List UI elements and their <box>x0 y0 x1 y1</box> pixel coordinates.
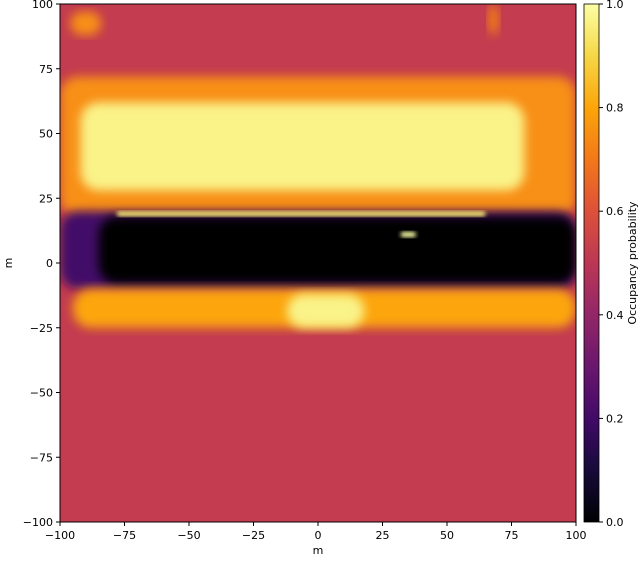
colorbar-tick-label: 0.8 <box>606 102 624 115</box>
y-axis-label: m <box>2 258 15 269</box>
colorbar <box>583 3 600 523</box>
x-tick-label: −100 <box>45 529 75 542</box>
colorbar-tick-label: 1.0 <box>606 0 624 11</box>
y-tick-label: 25 <box>39 192 53 205</box>
colorbar-label: Occupancy probability <box>626 201 639 325</box>
x-tick-label: 25 <box>376 529 390 542</box>
heatmap-region <box>80 102 525 191</box>
colorbar-tick-label: 0.6 <box>606 205 624 218</box>
y-tick-label: −75 <box>30 451 53 464</box>
heatmap-region <box>400 231 417 238</box>
y-tick-label: 50 <box>39 128 53 141</box>
heatmap-region <box>98 216 576 284</box>
x-tick-label: −25 <box>242 529 265 542</box>
heatmap-region <box>116 211 486 217</box>
colorbar-tick-label: 0.0 <box>606 516 624 529</box>
y-tick-label: −100 <box>23 516 53 529</box>
colorbar-axis: 1.0 0.8 0.6 0.4 0.2 0.0 <box>599 0 624 529</box>
y-tick-label: −50 <box>30 387 53 400</box>
x-tick-label: 0 <box>315 529 322 542</box>
x-axis: −100 −75 −50 −25 0 25 50 75 100 <box>45 522 587 542</box>
heatmap-region <box>488 4 499 36</box>
x-tick-label: 75 <box>505 529 519 542</box>
y-tick-label: 100 <box>32 0 53 11</box>
x-tick-label: −50 <box>177 529 200 542</box>
x-tick-label: 50 <box>440 529 454 542</box>
colorbar-tick-label: 0.2 <box>606 412 624 425</box>
x-tick-label: 100 <box>566 529 587 542</box>
heatmap-region <box>70 11 102 36</box>
y-axis: 100 75 50 25 0 −25 −50 −75 −100 <box>23 0 60 529</box>
colorbar-tick-label: 0.4 <box>606 309 624 322</box>
heatmap-area <box>60 4 576 522</box>
y-tick-label: −25 <box>30 322 53 335</box>
y-tick-label: 0 <box>46 257 53 270</box>
y-tick-label: 75 <box>39 63 53 76</box>
x-tick-label: −75 <box>113 529 136 542</box>
heatmap-region <box>287 294 365 328</box>
x-axis-label: m <box>313 544 324 557</box>
